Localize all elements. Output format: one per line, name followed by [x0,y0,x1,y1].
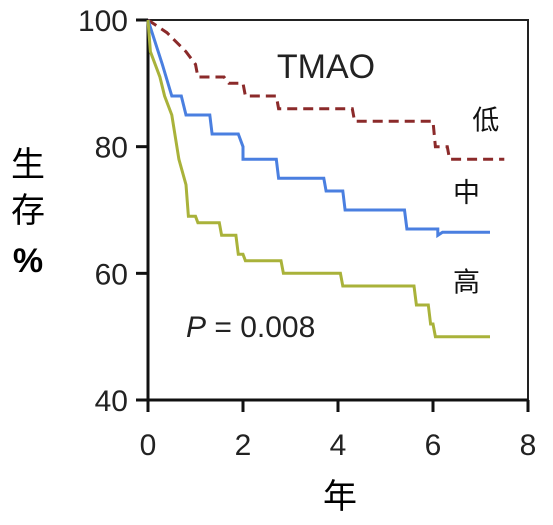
x-tick-label: 4 [330,429,347,462]
p-value-text: = 0.008 [206,311,315,344]
y-tick-label: 60 [95,258,128,291]
y-tick-label: 100 [78,5,128,38]
p-symbol: P [186,311,206,344]
p-value: P = 0.008 [186,311,315,344]
x-tick-label: 8 [520,429,537,462]
axis-ticks: 0 2 4 6 8 40 60 80 100 [78,5,536,462]
y-tick-label: 40 [95,385,128,418]
y-axis-label-3: % [13,242,43,280]
series-label: 中 [453,178,480,209]
series-line [147,18,505,161]
series-line [146,19,490,239]
chart-title: TMAO [277,48,375,86]
survival-curves [146,18,505,339]
series-line [146,19,490,339]
series-label: 高 [453,268,480,299]
y-axis-label-1: 生 [11,145,45,185]
series-label: 低 [472,105,499,136]
x-tick-label: 2 [235,429,252,462]
y-tick-label: 80 [95,132,128,165]
x-axis-label: 年 [323,477,357,517]
y-axis-label-2: 存 [11,191,45,231]
series-labels: 低中高 [453,105,499,298]
x-tick-label: 0 [140,429,157,462]
x-tick-label: 6 [425,429,442,462]
